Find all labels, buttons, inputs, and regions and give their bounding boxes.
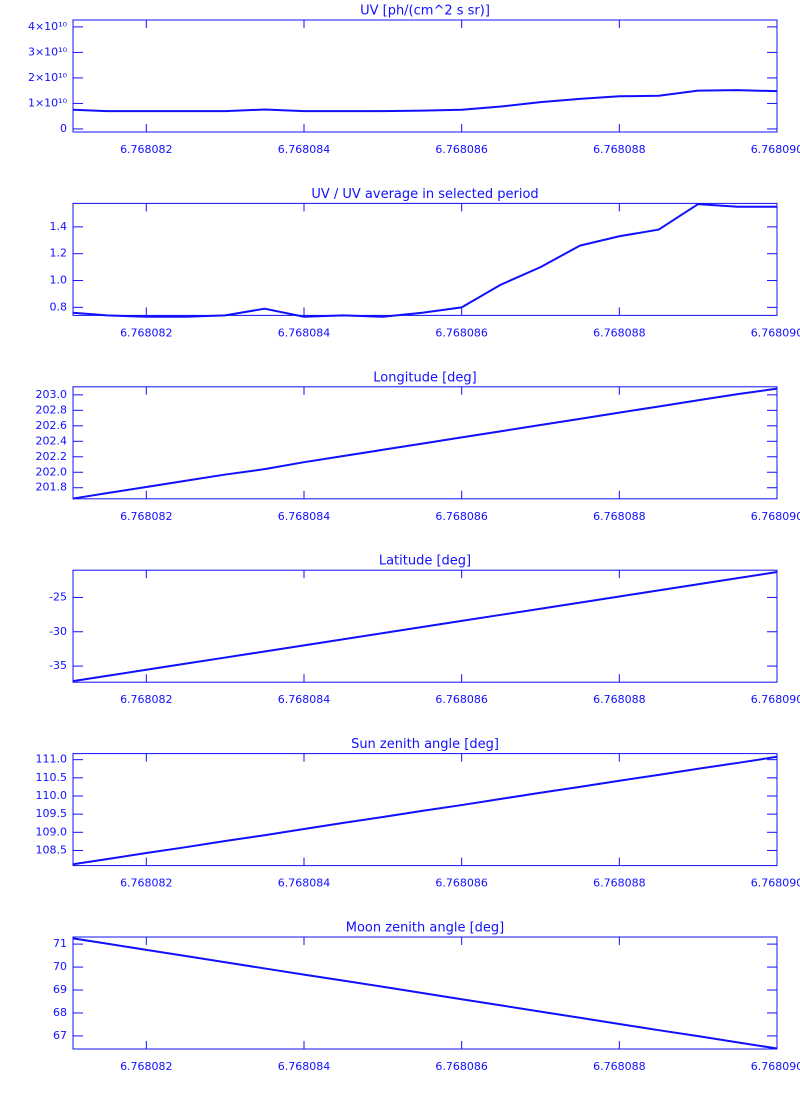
data-line bbox=[72, 571, 778, 683]
y-tick-label: 1×10¹⁰ bbox=[28, 96, 68, 109]
y-tick-label: 71 bbox=[53, 937, 67, 950]
data-line bbox=[72, 89, 778, 113]
y-tick-label: 0 bbox=[60, 122, 67, 135]
panel-title: Moon zenith angle [deg] bbox=[346, 921, 504, 936]
plot-frame bbox=[72, 569, 778, 683]
x-tick-label: 6.768084 bbox=[278, 143, 331, 156]
y-tick-label: 69 bbox=[53, 983, 67, 996]
y-tick-label: 108.5 bbox=[36, 843, 68, 856]
panel-title: UV [ph/(cm^2 s sr)] bbox=[360, 4, 490, 19]
x-tick-label: 6.768082 bbox=[120, 877, 173, 890]
plot-frame bbox=[72, 936, 778, 1050]
y-tick-label: 110.0 bbox=[36, 789, 68, 802]
x-tick-label: 6.768082 bbox=[120, 1060, 173, 1073]
y-tick-label: 70 bbox=[53, 960, 67, 973]
y-tick-label: 109.0 bbox=[36, 825, 68, 838]
y-tick-label: -25 bbox=[49, 590, 67, 603]
x-tick-label: 6.768086 bbox=[435, 877, 488, 890]
data-line bbox=[72, 755, 778, 866]
x-tick-label: 6.768084 bbox=[278, 1060, 331, 1073]
x-tick-label: 6.768086 bbox=[435, 693, 488, 706]
x-tick-label: 6.768086 bbox=[435, 326, 488, 339]
y-tick-label: -30 bbox=[49, 625, 67, 638]
y-tick-label: 202.2 bbox=[36, 450, 68, 463]
y-tick-label: 67 bbox=[53, 1029, 67, 1042]
y-tick-label: 202.0 bbox=[36, 465, 68, 478]
x-tick-label: 6.768082 bbox=[120, 510, 173, 523]
y-tick-label: 202.6 bbox=[36, 419, 68, 432]
x-tick-label: 6.768090 bbox=[751, 693, 800, 706]
x-tick-label: 6.768088 bbox=[593, 143, 646, 156]
y-tick-label: 1.2 bbox=[50, 247, 68, 260]
x-tick-label: 6.768082 bbox=[120, 693, 173, 706]
x-tick-label: 6.768090 bbox=[751, 1060, 800, 1073]
y-tick-label: 1.4 bbox=[50, 220, 68, 233]
y-tick-label: -35 bbox=[49, 659, 67, 672]
y-tick-label: 3×10¹⁰ bbox=[28, 45, 68, 58]
x-tick-label: 6.768088 bbox=[593, 510, 646, 523]
y-tick-label: 111.0 bbox=[36, 753, 68, 766]
plot-frame bbox=[72, 753, 778, 867]
y-tick-label: 68 bbox=[53, 1006, 67, 1019]
panel-title: UV / UV average in selected period bbox=[311, 187, 538, 202]
x-tick-label: 6.768090 bbox=[751, 877, 800, 890]
x-tick-label: 6.768086 bbox=[435, 1060, 488, 1073]
panel-title: Latitude [deg] bbox=[379, 554, 471, 569]
x-tick-label: 6.768090 bbox=[751, 326, 800, 339]
plot-frame bbox=[72, 19, 778, 133]
panel-title: Longitude [deg] bbox=[373, 370, 476, 385]
x-tick-label: 6.768084 bbox=[278, 510, 331, 523]
x-tick-label: 6.768090 bbox=[751, 143, 800, 156]
y-tick-label: 202.8 bbox=[36, 403, 68, 416]
plot-frame bbox=[72, 386, 778, 500]
x-tick-label: 6.768086 bbox=[435, 143, 488, 156]
x-tick-label: 6.768088 bbox=[593, 326, 646, 339]
data-line bbox=[72, 203, 777, 318]
y-tick-label: 110.5 bbox=[36, 771, 68, 784]
x-tick-label: 6.768084 bbox=[278, 326, 331, 339]
x-tick-label: 6.768088 bbox=[593, 877, 646, 890]
x-tick-label: 6.768084 bbox=[278, 877, 331, 890]
panel-title: Sun zenith angle [deg] bbox=[351, 737, 499, 752]
x-tick-label: 6.768082 bbox=[120, 326, 173, 339]
x-tick-label: 6.768088 bbox=[593, 693, 646, 706]
x-tick-label: 6.768088 bbox=[593, 1060, 646, 1073]
x-tick-label: 6.768082 bbox=[120, 143, 173, 156]
data-line bbox=[72, 387, 778, 500]
x-tick-label: 6.768084 bbox=[278, 693, 331, 706]
x-tick-label: 6.768086 bbox=[435, 510, 488, 523]
y-tick-label: 4×10¹⁰ bbox=[28, 20, 68, 33]
y-tick-label: 202.4 bbox=[36, 434, 68, 447]
y-tick-label: 109.5 bbox=[36, 807, 68, 820]
y-tick-label: 203.0 bbox=[36, 388, 68, 401]
y-tick-label: 0.8 bbox=[50, 300, 68, 313]
data-line bbox=[72, 937, 778, 1050]
plot-frame bbox=[72, 202, 778, 316]
x-tick-label: 6.768090 bbox=[751, 510, 800, 523]
y-tick-label: 201.8 bbox=[36, 481, 68, 494]
y-tick-label: 1.0 bbox=[50, 274, 68, 287]
y-tick-label: 2×10¹⁰ bbox=[28, 71, 68, 84]
